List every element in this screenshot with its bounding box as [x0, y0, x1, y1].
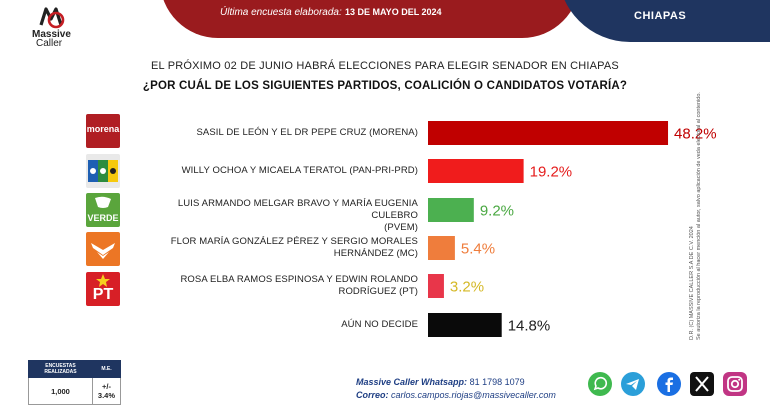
category-label-5: AÚN NO DECIDE [341, 319, 418, 330]
bar-value-label-4: 3.2% [450, 279, 484, 296]
copyright-note: D.R. (C) MASSIVE CALLER S.A DE C.V. 2024… [689, 90, 703, 340]
state-label: CHIAPAS [634, 10, 687, 22]
morena-logo-text: morena [86, 124, 120, 134]
stats-table: ENCUESTAS REALIZADAS M.E. 1,000 +/- 3.4% [28, 360, 122, 405]
whatsapp-contact: Massive Caller Whatsapp: 81 1798 1079 [356, 377, 525, 387]
morena-logo-icon: morena [86, 114, 120, 148]
survey-date: 13 DE MAYO DEL 2024 [345, 7, 442, 17]
bar-0 [428, 121, 669, 145]
question-intro: EL PRÓXIMO 02 DE JUNIO HABRÁ ELECCIONES … [151, 60, 619, 72]
bar-3 [428, 236, 455, 260]
bar-value-label-0: 48.2% [674, 126, 717, 143]
bar-value-label-2: 9.2% [480, 203, 514, 220]
margin-value: +/- 3.4% [91, 377, 122, 405]
mail-label: Correo: [356, 390, 389, 400]
x-icon[interactable] [690, 372, 714, 396]
pvem-logo-icon: VERDE [86, 193, 120, 227]
pan-pri-prd-logo-icon [86, 154, 120, 188]
mail-address[interactable]: carlos.campos.riojas@massivecaller.com [391, 390, 556, 400]
margin-header: M.E. [91, 360, 122, 378]
survey-date-label: Última encuesta elaborada: [220, 7, 342, 18]
mail-contact: Correo: carlos.campos.riojas@massivecall… [356, 390, 556, 400]
category-label-3: FLOR MARÍA GONZÁLEZ PÉREZ Y SERGIO MORAL… [170, 236, 418, 259]
massive-caller-logo-icon [39, 7, 65, 29]
category-label-0: SASIL DE LEÓN Y EL DR PEPE CRUZ (MORENA) [196, 127, 418, 138]
brand-name: Massive [32, 29, 71, 40]
pt-logo-text: PT [92, 286, 114, 303]
bar-5 [428, 313, 502, 337]
bar-2 [428, 198, 474, 222]
star-icon [96, 274, 110, 287]
surveys-header: ENCUESTAS REALIZADAS [28, 360, 93, 378]
bar-value-label-5: 14.8% [508, 318, 551, 335]
mc-logo-icon [86, 232, 120, 266]
surveys-value: 1,000 [28, 377, 93, 405]
pt-logo-icon: PT [86, 272, 120, 306]
pvem-logo-text: VERDE [87, 213, 119, 223]
brand-sub: Caller [36, 38, 63, 49]
instagram-icon[interactable] [723, 372, 747, 396]
whatsapp-icon[interactable] [588, 372, 612, 396]
category-label-2: LUIS ARMANDO MELGAR BRAVO Y MARÍA EUGENI… [177, 198, 418, 233]
coalition-emblems-icon [88, 160, 118, 182]
bar-4 [428, 274, 444, 298]
telegram-icon[interactable] [621, 372, 645, 396]
facebook-icon[interactable] [657, 372, 681, 396]
bar-value-label-3: 5.4% [461, 241, 495, 258]
category-label-4: ROSA ELBA RAMOS ESPINOSA Y EDWIN ROLANDO… [180, 274, 418, 297]
bar-1 [428, 159, 524, 183]
whatsapp-number: 81 1798 1079 [469, 377, 525, 387]
bar-value-label-1: 19.2% [530, 164, 573, 181]
question-main: ¿POR CUÁL DE LOS SIGUIENTES PARTIDOS, CO… [142, 80, 628, 92]
copyright-line-1: D.R. (C) MASSIVE CALLER S.A DE C.V. 2024 [689, 226, 695, 340]
whatsapp-label: Massive Caller Whatsapp: [356, 377, 468, 387]
header-banner [160, 0, 580, 38]
eagle-icon [91, 243, 115, 259]
category-label-1: WILLY OCHOA Y MICAELA TERATOL (PAN-PRI-P… [181, 165, 418, 176]
copyright-line-2: Se autoriza la reproducción al hacer men… [696, 92, 702, 340]
toucan-icon [95, 196, 111, 208]
